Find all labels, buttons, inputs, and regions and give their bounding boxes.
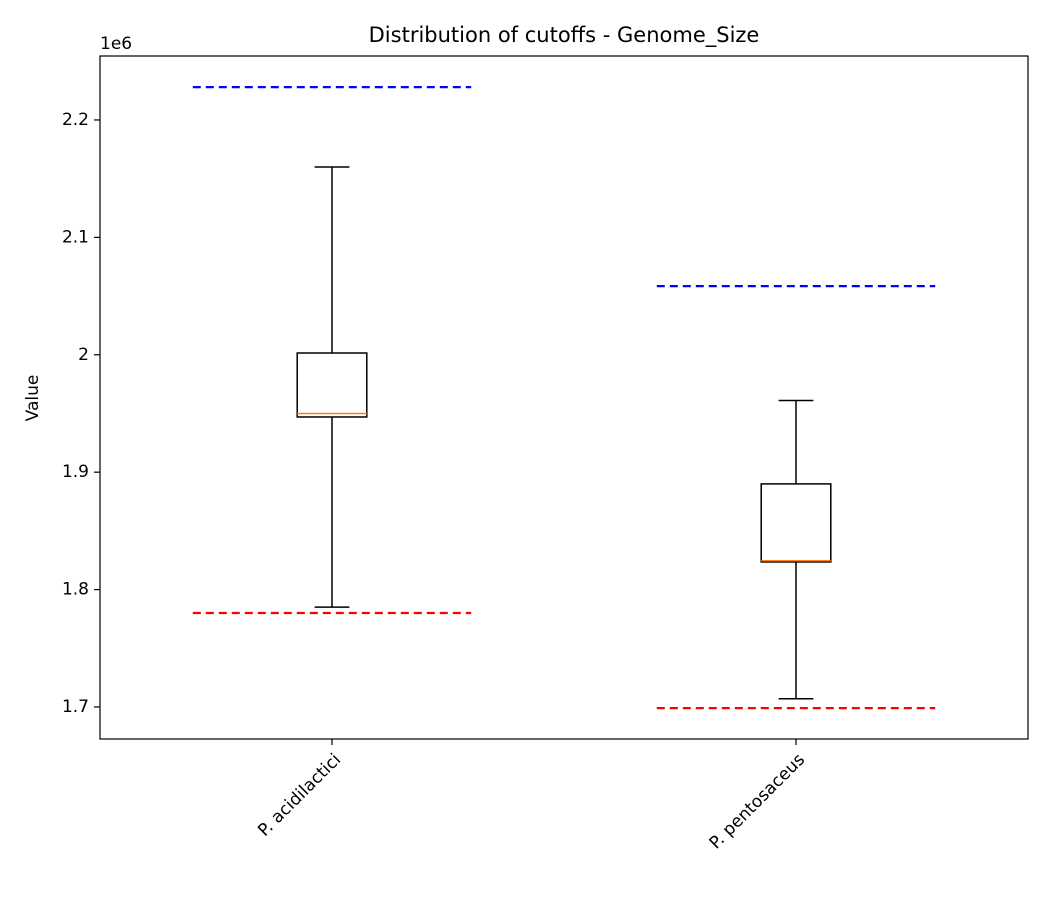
box <box>296 352 368 418</box>
y-axis-label: Value <box>23 375 43 422</box>
y-tick-label: 2 <box>78 345 89 365</box>
y-tick-label: 1.9 <box>62 462 89 482</box>
y-tick-label: 1.7 <box>62 697 89 717</box>
y-tick-label: 2.2 <box>62 110 89 130</box>
y-tick-label: 1.8 <box>62 580 89 600</box>
box <box>760 483 832 563</box>
y-tick-label: 2.1 <box>62 227 89 247</box>
plot-frame <box>99 55 1029 740</box>
chart-title: Distribution of cutoffs - Genome_Size <box>369 23 760 48</box>
y-offset-label: 1e6 <box>100 34 132 54</box>
